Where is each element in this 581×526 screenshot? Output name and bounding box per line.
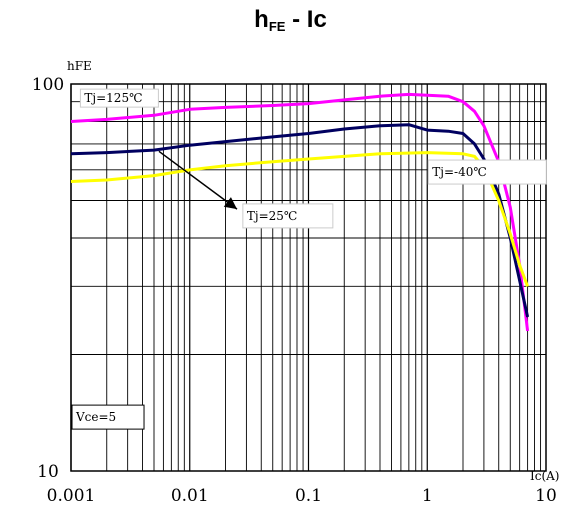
y-axis-label: hFE [67, 59, 92, 73]
annotation-box [71, 404, 145, 430]
arrow-head [223, 197, 238, 210]
chart-title: hFE - Ic [0, 6, 581, 34]
annotation-box [427, 159, 547, 185]
annotation: Tj=25℃ [242, 203, 334, 229]
y-tick-label: 100 [32, 75, 64, 95]
title-rest: - Ic [285, 6, 327, 33]
x-tick-label: 0.1 [295, 486, 322, 506]
annotation: Vce=5 [71, 404, 145, 430]
x-tick-label: 0.001 [47, 486, 96, 506]
series-line [70, 123, 530, 318]
annotation-layer: Tj=125℃ Tj=-40℃ Tj=25℃ Vce=5 [71, 88, 547, 430]
annotation-text: Tj=125℃ [84, 91, 142, 105]
annotation-box [242, 203, 334, 229]
annotation: Tj=125℃ [79, 88, 159, 108]
series-line [70, 151, 530, 287]
annotation-text: Tj=25℃ [247, 209, 297, 223]
plot-frame [70, 83, 547, 472]
y-tick-label: 10 [37, 462, 59, 482]
annotation: Tj=-40℃ [427, 159, 547, 185]
annotation-text: Tj=-40℃ [432, 165, 487, 179]
annotation-text: Vce=5 [75, 410, 116, 424]
title-subscript: FE [268, 19, 286, 34]
x-axis-label: Ic(A) [530, 469, 560, 483]
annotation-arrow [158, 150, 238, 210]
title-main: h [254, 6, 269, 33]
x-tick-label: 0.01 [171, 486, 209, 506]
x-tick-label: 10 [535, 486, 557, 506]
annotation-box [79, 88, 159, 108]
plot-border [70, 83, 547, 472]
x-tick-label: 1 [422, 486, 433, 506]
